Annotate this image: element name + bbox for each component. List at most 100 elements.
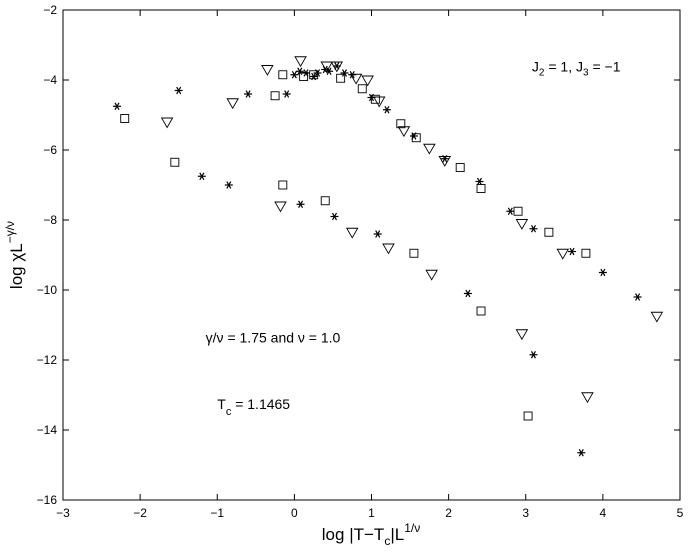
asterisk-marker [282, 90, 291, 98]
y-axis-label-main: log χL [7, 243, 26, 289]
asterisk-marker [174, 86, 183, 95]
annotation-couplings: J2 = 1, J3 = −1 [532, 58, 621, 78]
y-tick-label: −6 [43, 143, 57, 157]
asterisk-marker [373, 230, 382, 238]
annotation-j2: J [532, 58, 539, 74]
asterisk-marker [598, 268, 607, 277]
annotation-tc-value: = 1.1465 [231, 396, 290, 412]
asterisk-marker [568, 247, 577, 256]
asterisk-stroke [600, 268, 606, 277]
triangle-marker [515, 329, 529, 341]
square-marker [278, 180, 288, 190]
asterisk-stroke [349, 70, 355, 79]
asterisk-stroke [226, 181, 232, 189]
x-tick-label: 0 [291, 506, 298, 520]
asterisk-stroke [569, 247, 575, 256]
triangle-marker [274, 201, 287, 213]
x-axis-label-mid: |L [390, 525, 404, 544]
square-marker [411, 133, 421, 143]
y-tick-label: −12 [37, 353, 58, 367]
annotation-j2-subscript: 2 [539, 67, 545, 78]
y-axis-label: log χL−γ/ν [3, 221, 26, 289]
triangle-marker [226, 98, 239, 110]
x-tick-label: 4 [600, 506, 607, 520]
plot-frame [62, 9, 681, 501]
x-tick-label: −3 [56, 506, 70, 520]
x-tick-label: −1 [210, 506, 224, 520]
x-tick-label: 3 [522, 506, 529, 520]
annotation-j3-value: = −1 [589, 58, 621, 74]
annotation-tc-subscript: c [226, 406, 232, 418]
triangle-marker [320, 61, 334, 73]
asterisk-stroke [507, 207, 513, 216]
annotation-exponents: γ/ν = 1.75 and ν = 1.0 [206, 330, 341, 346]
triangle-marker [438, 156, 452, 167]
x-axis-label-superscript: 1/ν [404, 521, 420, 535]
triangle-marker [556, 248, 570, 260]
square-marker [120, 114, 130, 123]
y-tick-labels: −16 −14 −12 −10 −8 −6 −4 −2 [37, 3, 58, 507]
asterisk-marker [224, 181, 233, 189]
asterisk-marker [529, 350, 538, 359]
triangle-marker [515, 219, 529, 230]
square-marker [544, 227, 554, 237]
y-tick-label: −2 [43, 3, 57, 17]
triangle-marker [382, 243, 395, 255]
asterisk-marker [529, 224, 538, 233]
triangle-marker [361, 75, 374, 87]
asterisk-stroke [176, 86, 182, 95]
asterisk-stroke [245, 90, 251, 98]
triangle-marker [330, 61, 344, 73]
triangle-marker [160, 117, 174, 129]
triangle-marker [397, 126, 411, 138]
triangle-marker [261, 65, 274, 76]
data-markers [112, 56, 664, 457]
asterisk-stroke [530, 350, 536, 359]
asterisk-marker [633, 293, 642, 301]
square-marker [476, 306, 486, 316]
triangle-marker [425, 269, 438, 281]
asterisk-stroke [298, 200, 304, 209]
asterisk-stroke [114, 102, 120, 111]
asterisk-marker [112, 102, 121, 111]
x-tick-label: 5 [677, 506, 684, 520]
asterisk-marker [348, 70, 357, 79]
asterisk-stroke [578, 448, 584, 457]
asterisk-marker [506, 207, 515, 216]
asterisk-marker [301, 69, 310, 77]
asterisk-stroke [476, 177, 482, 186]
square-marker [270, 91, 280, 101]
asterisk-marker [290, 70, 299, 79]
square-marker [370, 94, 380, 104]
y-tick-label: −16 [37, 493, 58, 507]
square-marker [396, 119, 406, 129]
asterisk-marker [296, 200, 305, 209]
square-marker [320, 196, 330, 206]
asterisk-stroke [297, 67, 303, 76]
triangle-marker [372, 96, 386, 108]
square-marker [409, 248, 419, 258]
asterisk-stroke [635, 293, 641, 301]
square-marker [170, 157, 180, 167]
square-marker [476, 184, 486, 193]
annotation-j2-value: = 1, J [544, 58, 583, 74]
axis-ticks [62, 9, 681, 501]
triangle-marker [650, 311, 664, 323]
y-tick-label: −8 [43, 213, 57, 227]
x-axis-label-subscript: c [384, 534, 390, 548]
asterisk-stroke [375, 230, 381, 238]
y-tick-label: −4 [43, 73, 57, 87]
square-marker [581, 248, 591, 258]
asterisk-marker [463, 289, 472, 298]
asterisk-marker [330, 212, 339, 221]
x-tick-label: −2 [133, 506, 147, 520]
square-marker [278, 70, 288, 80]
x-axis-label-main: log |T−T [322, 525, 385, 544]
asterisk-stroke [199, 172, 205, 181]
square-marker [523, 411, 533, 421]
y-tick-label: −14 [37, 423, 58, 437]
square-marker [455, 163, 465, 172]
square-marker [299, 72, 309, 81]
asterisk-stroke [465, 289, 471, 298]
